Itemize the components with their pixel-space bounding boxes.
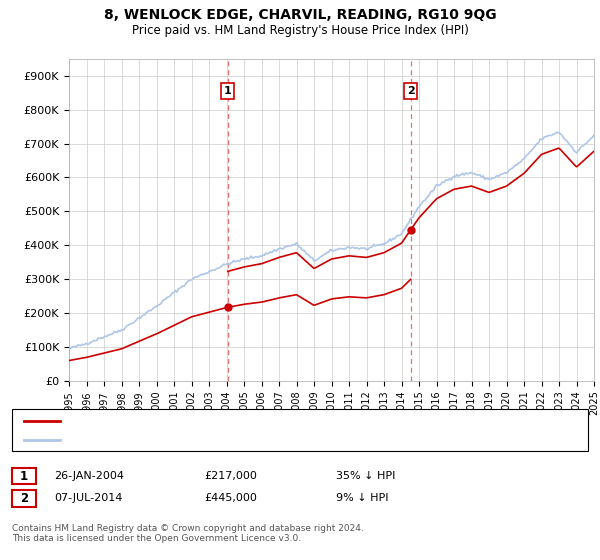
Text: Contains HM Land Registry data © Crown copyright and database right 2024.
This d: Contains HM Land Registry data © Crown c… (12, 524, 364, 543)
Text: 8, WENLOCK EDGE, CHARVIL, READING, RG10 9QG (detached house): 8, WENLOCK EDGE, CHARVIL, READING, RG10 … (66, 416, 425, 426)
Text: 26-JAN-2004: 26-JAN-2004 (54, 471, 124, 481)
Text: 2: 2 (407, 86, 415, 96)
Text: 8, WENLOCK EDGE, CHARVIL, READING, RG10 9QG: 8, WENLOCK EDGE, CHARVIL, READING, RG10 … (104, 8, 496, 22)
Text: 2: 2 (20, 492, 28, 505)
Text: 07-JUL-2014: 07-JUL-2014 (54, 493, 122, 503)
Text: Price paid vs. HM Land Registry's House Price Index (HPI): Price paid vs. HM Land Registry's House … (131, 24, 469, 36)
Text: 1: 1 (224, 86, 232, 96)
Text: 9% ↓ HPI: 9% ↓ HPI (336, 493, 389, 503)
Text: £217,000: £217,000 (204, 471, 257, 481)
Text: HPI: Average price, detached house, Wokingham: HPI: Average price, detached house, Woki… (66, 435, 320, 445)
Text: 35% ↓ HPI: 35% ↓ HPI (336, 471, 395, 481)
Text: 1: 1 (20, 469, 28, 483)
Text: £445,000: £445,000 (204, 493, 257, 503)
